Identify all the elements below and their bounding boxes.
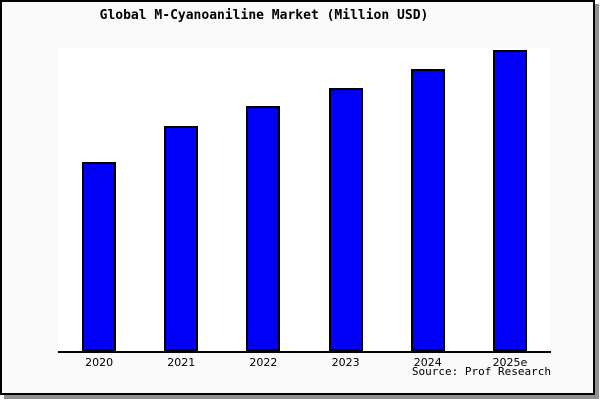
bar-slot-2020 [58,48,140,351]
bar-slot-2021 [140,48,222,351]
source-caption: Source: Prof Research [411,365,551,378]
bar-2021 [164,125,199,351]
x-axis-tick-labels: 2020 2021 2022 2023 2024 2025e [58,356,551,370]
chart-title: Global M-Cyanoaniline Market (Million US… [99,8,429,23]
bar-2020 [82,162,117,351]
bar-slot-2024 [387,48,469,351]
x-tick-label-2022: 2022 [249,356,278,369]
bar-2025e [492,50,527,351]
x-tick-label-2025e: 2025e [492,356,528,369]
x-tick-label-2023: 2023 [331,356,360,369]
bar-2024 [410,69,445,351]
chart-frame: Global M-Cyanoaniline Market (Million US… [0,0,595,395]
bar-2023 [328,88,363,351]
x-tick-label-2024: 2024 [413,356,442,369]
plot-area [58,48,551,353]
x-tick-label-2020: 2020 [85,356,114,369]
bar-slot-2025e [469,48,551,351]
bar-slot-2023 [305,48,387,351]
bar-slot-2022 [222,48,304,351]
x-tick-label-2021: 2021 [167,356,196,369]
bar-2022 [246,106,281,351]
